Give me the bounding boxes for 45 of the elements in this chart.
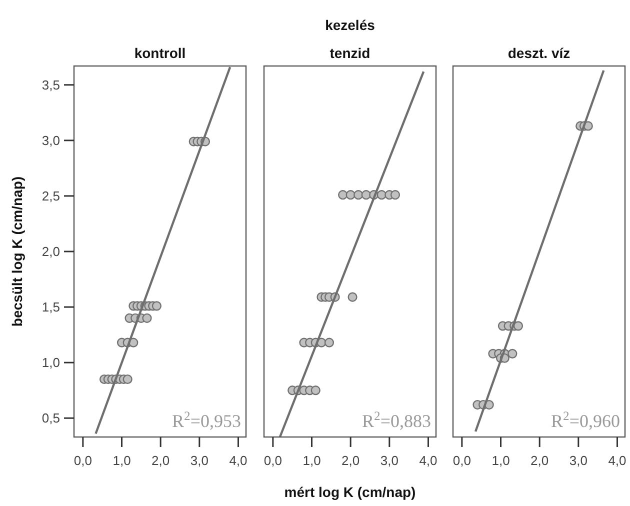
chart-title: kontroll <box>134 45 186 61</box>
x-tick-label: 4,0 <box>229 453 248 468</box>
x-tick-label: 0,0 <box>74 453 92 468</box>
point <box>376 190 386 200</box>
y-tick-label: 1,5 <box>42 300 60 315</box>
x-axis-title: mért log K (cm/nap) <box>284 484 416 500</box>
x-tick-label: 0,0 <box>264 453 282 468</box>
annotation: R$^{2}$=0,953 <box>172 409 241 431</box>
x-tick-label: 0,0 <box>452 453 471 468</box>
y-tick-label: 1,0 <box>42 355 60 370</box>
y-tick-label: 3,5 <box>42 77 60 92</box>
x-tick-label: 2,0 <box>530 453 549 468</box>
point <box>508 348 518 358</box>
point <box>324 338 334 348</box>
chart-title: tenzid <box>330 45 370 61</box>
y-tick-label: 3,0 <box>42 132 60 148</box>
point <box>310 386 320 396</box>
x-tick-label: 1,0 <box>112 453 131 468</box>
y-tick-label: 2,0 <box>42 244 60 260</box>
annotation: R$^{2}$=0,960 <box>551 409 620 431</box>
y-axis-title: becsült log K (cm/nap) <box>9 176 25 327</box>
point <box>346 190 356 200</box>
x-tick-label: 3,0 <box>569 453 588 468</box>
x-tick-label: 4,0 <box>419 453 438 468</box>
point <box>361 190 371 200</box>
y-tick-label: 2,5 <box>42 188 60 204</box>
annotation: R$^{2}$=0,883 <box>362 409 431 431</box>
point <box>354 190 364 200</box>
text: kezelés <box>325 17 376 33</box>
x-tick-label: 1,0 <box>302 453 321 468</box>
point <box>152 301 162 311</box>
point <box>122 374 132 384</box>
x-tick-label: 3,0 <box>190 453 208 468</box>
x-tick-label: 4,0 <box>608 453 626 468</box>
point <box>338 190 348 200</box>
x-tick-label: 2,0 <box>152 453 170 468</box>
x-tick-label: 3,0 <box>380 453 398 468</box>
point <box>390 190 400 200</box>
y-tick-label: 0,5 <box>42 410 60 426</box>
x-tick-label: 2,0 <box>342 453 360 468</box>
point <box>348 292 358 302</box>
point <box>513 321 524 331</box>
chart-title: deszt. víz <box>508 45 570 61</box>
x-tick-label: 1,0 <box>492 453 510 468</box>
point <box>142 313 152 323</box>
